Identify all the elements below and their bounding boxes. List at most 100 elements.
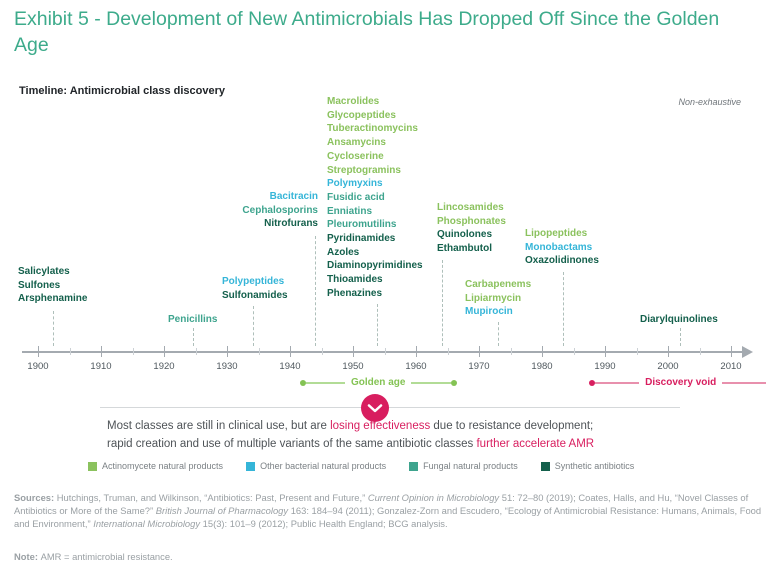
- legend-label: Fungal natural products: [423, 461, 518, 471]
- class-label: Fusidic acid: [327, 191, 385, 203]
- exhibit-title: Exhibit 5 - Development of New Antimicro…: [14, 8, 720, 56]
- class-label: Mupirocin: [465, 306, 513, 318]
- axis-tick-major: [731, 346, 732, 357]
- golden-age-marker: Golden age: [299, 377, 457, 388]
- class-label: Tuberactinomycins: [327, 123, 418, 135]
- text-segment: Note:: [14, 551, 41, 562]
- timeline-axis: [22, 351, 744, 353]
- axis-tick-minor: [321, 348, 323, 355]
- class-label: Lipiarmycin: [465, 292, 522, 304]
- axis-year-label: 1930: [216, 361, 238, 372]
- sources-text: Sources: Hutchings, Truman, and Wilkinso…: [14, 492, 762, 531]
- period-line: [305, 381, 345, 384]
- period-dot: [450, 379, 457, 386]
- class-label: Pleuromutilins: [327, 219, 397, 231]
- axis-tick-major: [38, 346, 39, 357]
- legend-swatch: [88, 461, 97, 471]
- axis-tick-major: [605, 346, 606, 357]
- class-label: Thioamides: [327, 274, 383, 286]
- class-group: Lipopeptides Monobactams Oxazolidinones: [525, 227, 599, 268]
- axis-tick-minor: [132, 348, 134, 355]
- class-label: Bacitracin: [269, 191, 318, 202]
- class-label: Polypeptides: [222, 276, 285, 287]
- axis-year-label: 1950: [342, 361, 364, 372]
- class-label: Cycloserine: [327, 150, 384, 162]
- class-label: Sulfones: [18, 279, 61, 291]
- group-dropline: [253, 306, 254, 346]
- axis-tick-major: [101, 346, 102, 357]
- axis-year-label: 1910: [90, 361, 112, 372]
- class-label: Quinolones: [437, 229, 492, 241]
- group-dropline: [377, 304, 378, 346]
- axis-year-label: 2000: [657, 361, 679, 372]
- period-label: Golden age: [350, 377, 406, 388]
- class-label: Penicillins: [168, 314, 218, 325]
- text-segment: Current Opinion in Microbiology: [367, 492, 500, 503]
- text-segment: British Journal of Pharmacology: [155, 504, 289, 516]
- class-label: Macrolides: [327, 96, 380, 107]
- class-label: Streptogramins: [327, 164, 401, 176]
- chevron-down-icon: [367, 403, 383, 412]
- legend: Actinomycete natural products Other bacte…: [88, 461, 634, 471]
- axis-year-label: 1940: [279, 361, 301, 372]
- axis-tick-minor: [258, 348, 260, 355]
- callout-pin: [361, 394, 389, 422]
- callout-connector-line: [100, 407, 680, 408]
- class-label: Salicylates: [18, 266, 70, 277]
- axis-year-label: 1900: [27, 361, 49, 372]
- text-segment: 15(3): 101–9 (2012); Public Health Engla…: [200, 517, 448, 529]
- legend-label: Actinomycete natural products: [102, 461, 224, 471]
- axis-year-label: 1980: [531, 361, 553, 372]
- class-label: Polymyxins: [327, 178, 383, 190]
- legend-item: Synthetic antibiotics: [540, 461, 635, 471]
- axis-tick-major: [227, 346, 228, 357]
- class-label: Arsphenamine: [18, 293, 88, 305]
- text-segment: AMR = antimicrobial resistance.: [40, 551, 173, 562]
- class-label: Carbapenems: [465, 279, 532, 290]
- period-line: [722, 381, 766, 384]
- class-label: Azoles: [327, 246, 360, 258]
- axis-tick-minor: [447, 348, 449, 355]
- legend-item: Actinomycete natural products: [88, 461, 223, 471]
- group-dropline: [53, 311, 54, 346]
- text-segment: losing effectiveness: [330, 420, 431, 432]
- class-group: Carbapenems Lipiarmycin Mupirocin: [465, 278, 531, 319]
- class-group: Salicylates Sulfones Arsphenamine: [18, 265, 87, 306]
- group-dropline: [315, 236, 316, 346]
- text-segment: International Microbiology: [93, 517, 201, 529]
- axis-year-label: 1920: [153, 361, 175, 372]
- period-label: Discovery void: [645, 377, 717, 388]
- legend-swatch: [409, 461, 419, 471]
- axis-tick-major: [668, 346, 669, 357]
- axis-tick-major: [164, 346, 165, 357]
- callout-text: Most classes are still in clinical use, …: [107, 418, 594, 453]
- axis-tick-minor: [69, 348, 71, 355]
- axis-tick-major: [479, 346, 480, 357]
- axis-year-label: 2010: [720, 361, 742, 372]
- class-group: Penicillins: [168, 313, 217, 327]
- legend-label: Synthetic antibiotics: [554, 461, 635, 471]
- callout-line-text: Most classes are still in clinical use, …: [107, 418, 594, 436]
- axis-tick-minor: [384, 348, 386, 355]
- class-label: Sulfonamides: [222, 289, 288, 301]
- axis-tick-major: [290, 346, 291, 357]
- class-label: Phosphonates: [437, 215, 506, 227]
- legend-label: Other bacterial natural products: [260, 461, 387, 471]
- period-line: [595, 381, 640, 384]
- class-group: Lincosamides Phosphonates Quinolones Ethamb…: [437, 201, 506, 256]
- class-label: Ethambutol: [437, 243, 492, 255]
- class-label: Nitrofurans: [264, 218, 318, 230]
- axis-tick-minor: [573, 348, 575, 355]
- class-label: Diaminopyrimidines: [327, 260, 423, 272]
- axis-tick-minor: [636, 348, 638, 355]
- group-dropline: [498, 322, 499, 346]
- legend-item: Fungal natural products: [409, 461, 518, 471]
- class-group: Bacitracin Cephalosporins Nitrofurans: [242, 190, 318, 231]
- axis-year-label: 1960: [405, 361, 427, 372]
- axis-tick-major: [416, 346, 417, 357]
- group-dropline: [442, 260, 443, 346]
- text-segment: 163: 184–94 (2011); Gonzalez-Zorn and Es…: [14, 504, 762, 529]
- legend-item: Other bacterial natural products: [246, 461, 386, 471]
- class-label: Diarylquinolines: [640, 314, 718, 325]
- class-group: Diarylquinolines: [640, 313, 718, 327]
